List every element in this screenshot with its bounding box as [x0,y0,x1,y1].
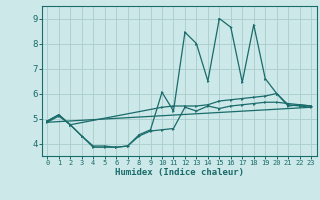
X-axis label: Humidex (Indice chaleur): Humidex (Indice chaleur) [115,168,244,177]
